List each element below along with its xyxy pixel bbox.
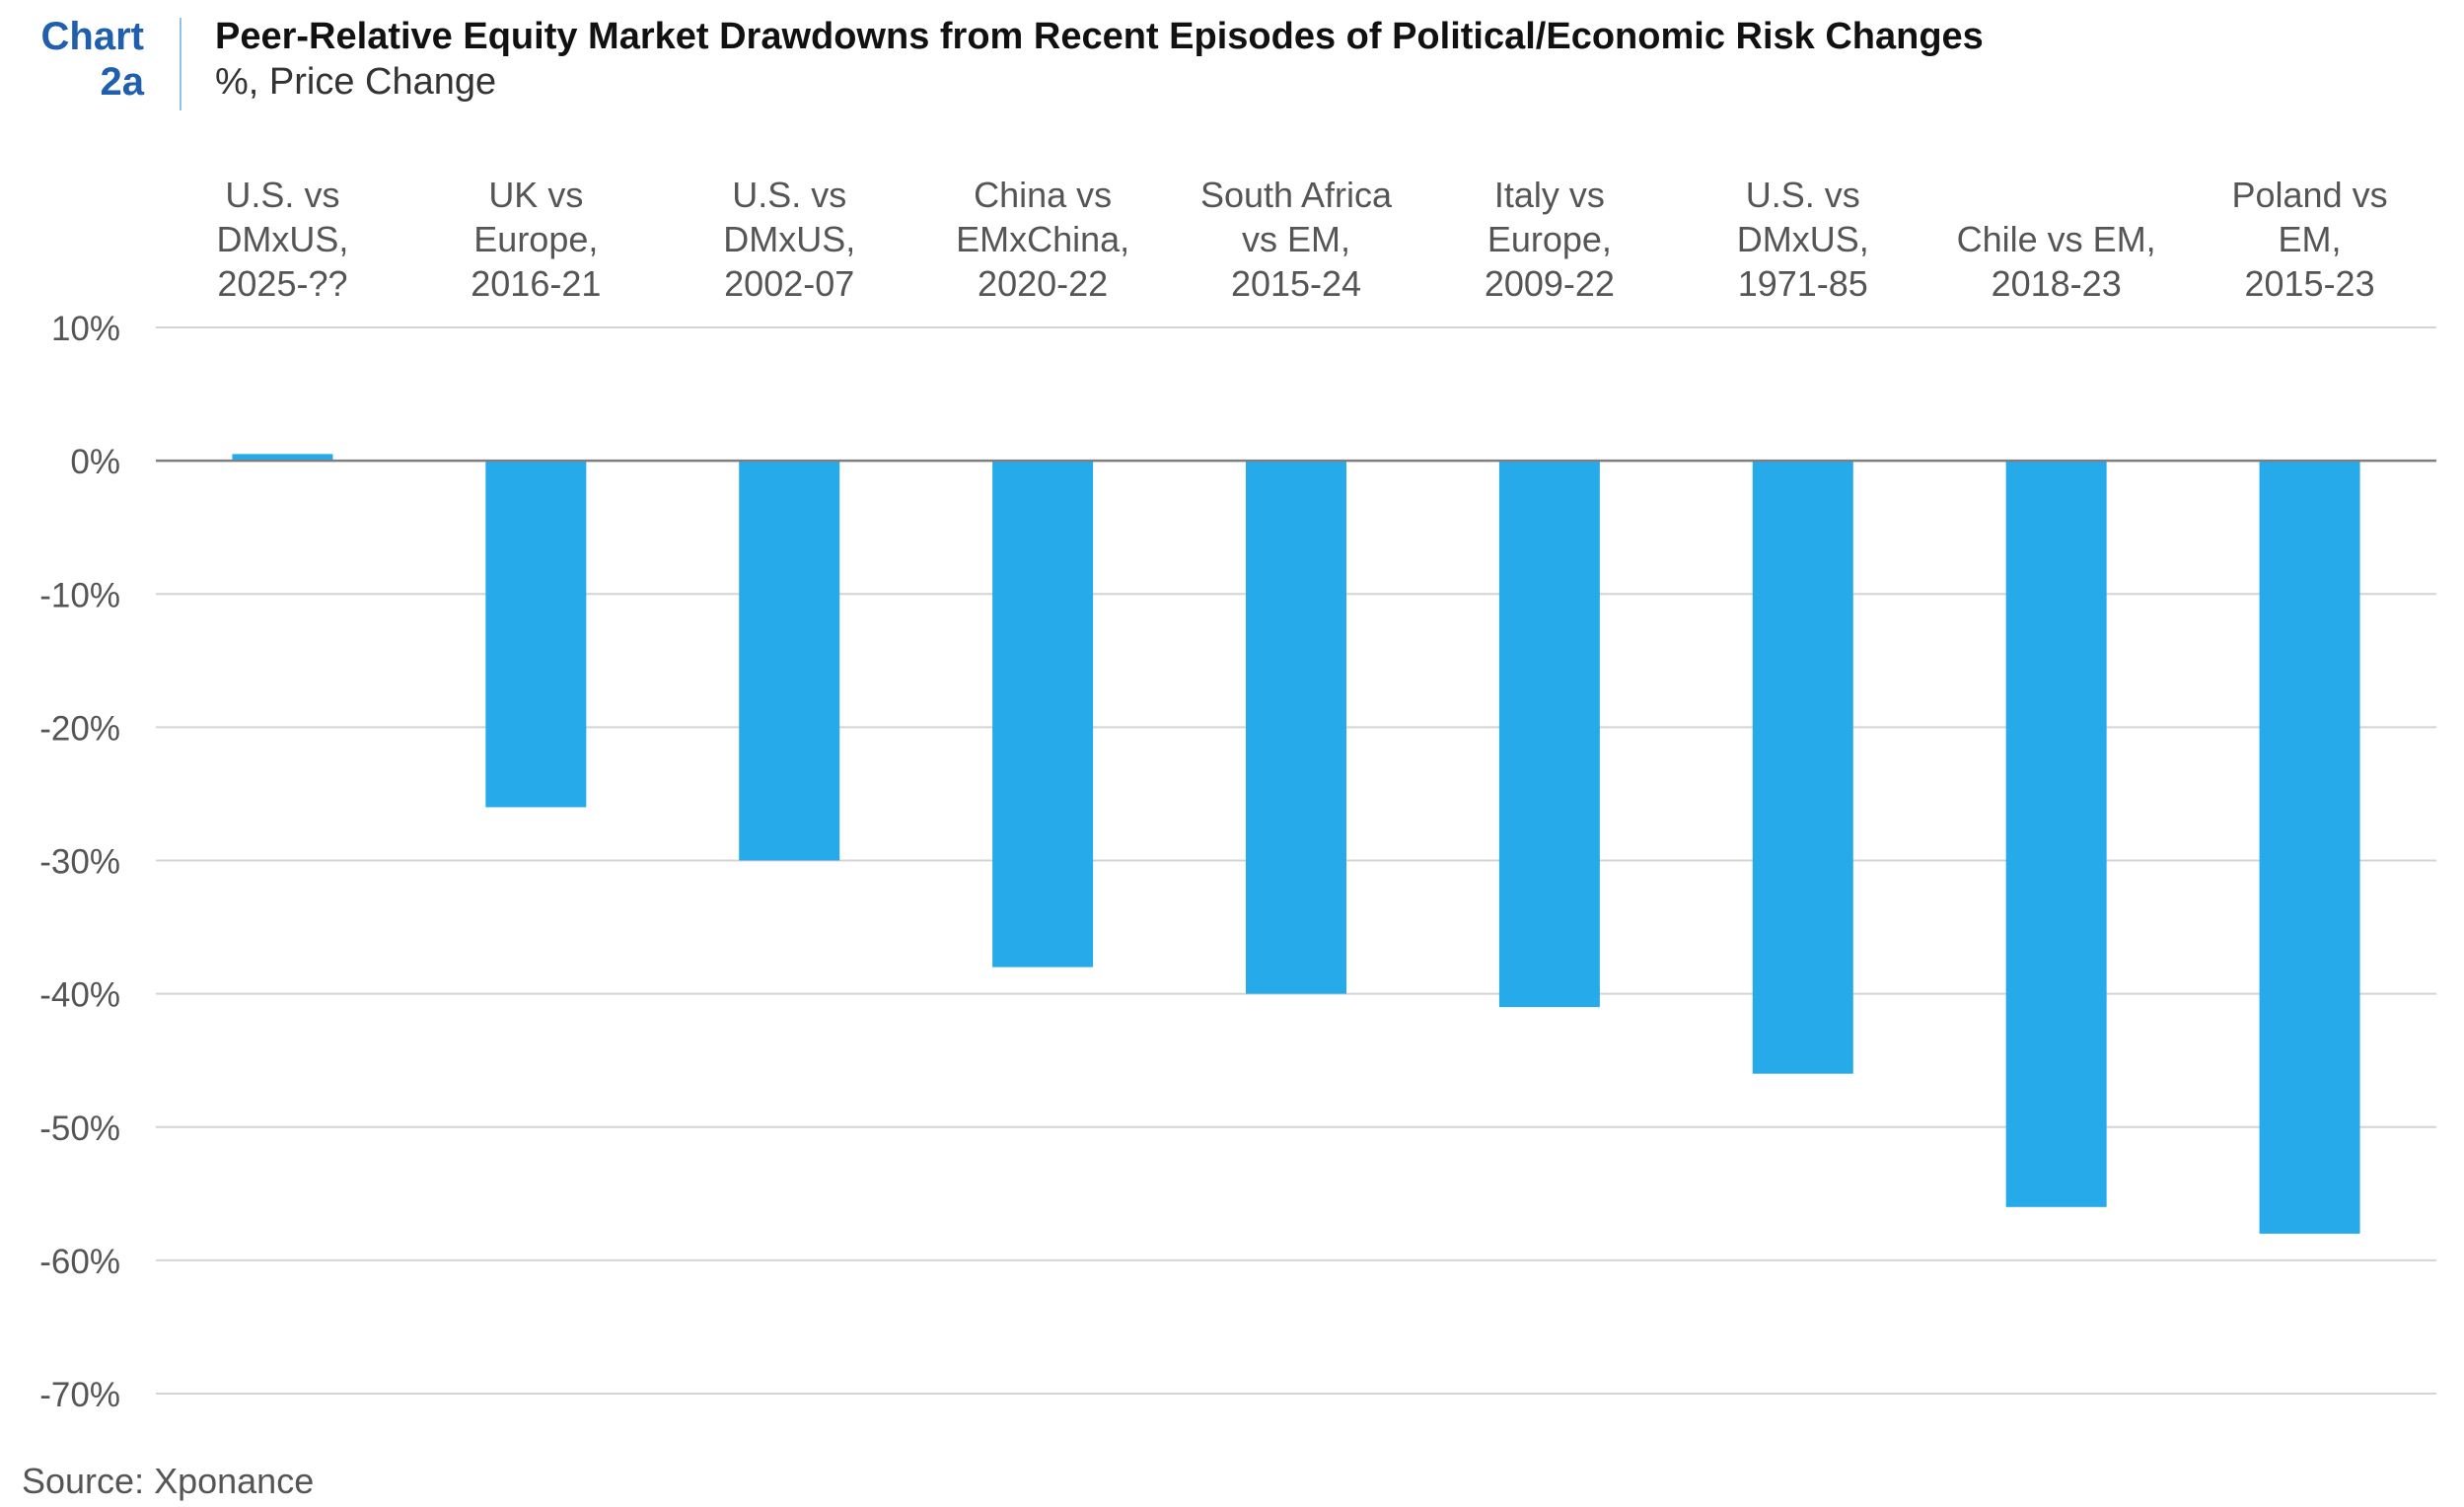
y-tick-label: -20% <box>39 709 120 748</box>
x-tick-label: U.S. vs <box>225 175 339 215</box>
chart-label: Chart 2a <box>0 14 144 105</box>
label-divider <box>180 18 181 110</box>
x-tick-label: 2015-24 <box>1231 263 1361 304</box>
y-tick-label: -70% <box>39 1376 120 1414</box>
source-note: Source: Xponance <box>22 1461 315 1501</box>
bar <box>2005 461 2107 1207</box>
y-tick-label: -30% <box>39 843 120 882</box>
x-tick-label: U.S. vs <box>732 175 846 215</box>
bar <box>1498 461 1600 1008</box>
x-tick-label: U.S. vs <box>1746 175 1860 215</box>
x-tick-label: 2015-23 <box>2244 263 2374 304</box>
x-tick-label: Europe, <box>1487 219 1612 259</box>
x-tick-label: Italy vs <box>1494 175 1605 215</box>
x-tick-label: vs EM, <box>1242 219 1350 259</box>
x-tick-label: 2018-23 <box>1992 263 2122 304</box>
x-tick-label: Poland vs <box>2232 175 2388 215</box>
y-tick-label: -10% <box>39 576 120 614</box>
bar <box>232 454 333 462</box>
bar <box>2259 461 2360 1234</box>
x-tick-label: DMxUS, <box>216 219 348 259</box>
chart-title: Peer-Relative Equity Market Drawdowns fr… <box>215 16 1984 57</box>
bar <box>1752 461 1853 1074</box>
y-tick-label: -50% <box>39 1110 120 1148</box>
x-tick-label: EM, <box>2279 219 2342 259</box>
x-tick-label: 2025-?? <box>217 263 347 304</box>
chart-label-line1: Chart <box>40 15 144 58</box>
x-tick-label: 2020-22 <box>978 263 1108 304</box>
x-tick-label: 2009-22 <box>1485 263 1615 304</box>
chart-subtitle: %, Price Change <box>215 61 497 103</box>
x-tick-label: UK vs <box>488 175 583 215</box>
x-tick-label: 1971-85 <box>1738 263 1868 304</box>
x-tick-label: Europe, <box>473 219 598 259</box>
x-tick-label: Chile vs EM, <box>1957 219 2156 259</box>
x-tick-label: EMxChina, <box>956 219 1129 259</box>
x-tick-label: China vs <box>974 175 1112 215</box>
y-tick-label: 0% <box>70 443 120 481</box>
y-tick-label: 10% <box>51 310 120 348</box>
y-tick-label: -60% <box>39 1243 120 1281</box>
x-tick-label: 2002-07 <box>724 263 854 304</box>
x-tick-label: DMxUS, <box>723 219 855 259</box>
x-tick-label: South Africa <box>1200 175 1393 215</box>
bar <box>739 461 840 861</box>
y-tick-label: -40% <box>39 976 120 1015</box>
chart-label-line2: 2a <box>100 60 145 104</box>
bar <box>992 461 1094 968</box>
bar <box>485 461 587 808</box>
x-tick-label: 2016-21 <box>471 263 601 304</box>
x-tick-label: DMxUS, <box>1737 219 1869 259</box>
bar <box>1246 461 1346 994</box>
